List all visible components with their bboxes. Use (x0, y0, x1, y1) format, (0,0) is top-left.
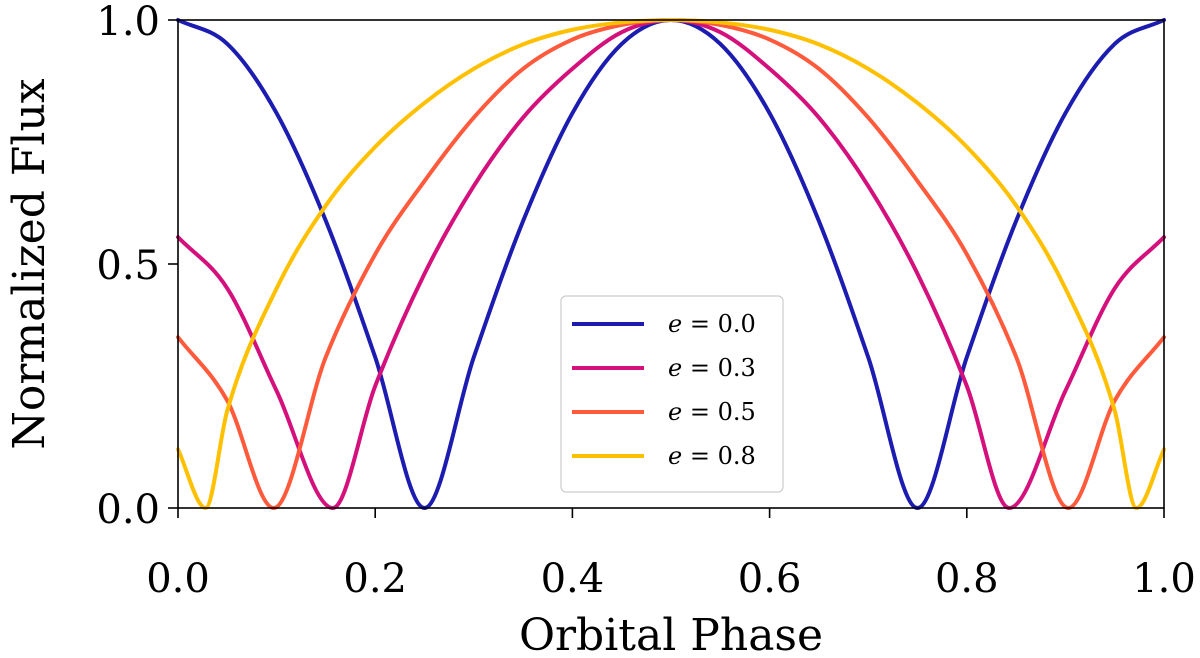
legend-entries: e = 0.0 e = 0.3 e = 0.5 e = 0.8 (572, 310, 756, 470)
x-axis-label: Orbital Phase (519, 610, 823, 658)
x-tick-label: 0.6 (738, 556, 802, 602)
y-tick-label: 0.5 (96, 243, 160, 289)
legend-box (560, 295, 784, 493)
x-tick-label: 0.0 (146, 556, 210, 602)
legend: e = 0.0 e = 0.3 e = 0.5 e = 0.8 (560, 295, 784, 493)
legend-label-3: e = 0.8 (668, 442, 756, 470)
legend-label-0: e = 0.0 (668, 310, 756, 338)
legend-label-1: e = 0.3 (668, 354, 756, 382)
y-tick-label: 1.0 (96, 0, 160, 45)
legend-label-2: e = 0.5 (668, 398, 756, 426)
x-tick-label: 1.0 (1132, 556, 1196, 602)
x-tick-label: 0.8 (935, 556, 999, 602)
y-axis-label: Normalized Flux (4, 78, 55, 449)
x-tick-label: 0.4 (541, 556, 605, 602)
x-axis-ticks: 0.0 0.2 0.4 0.6 0.8 1.0 (146, 508, 1196, 602)
x-tick-label: 0.2 (343, 556, 407, 602)
y-axis-ticks: 0.0 0.5 1.0 (96, 0, 178, 533)
y-tick-label: 0.0 (96, 487, 160, 533)
